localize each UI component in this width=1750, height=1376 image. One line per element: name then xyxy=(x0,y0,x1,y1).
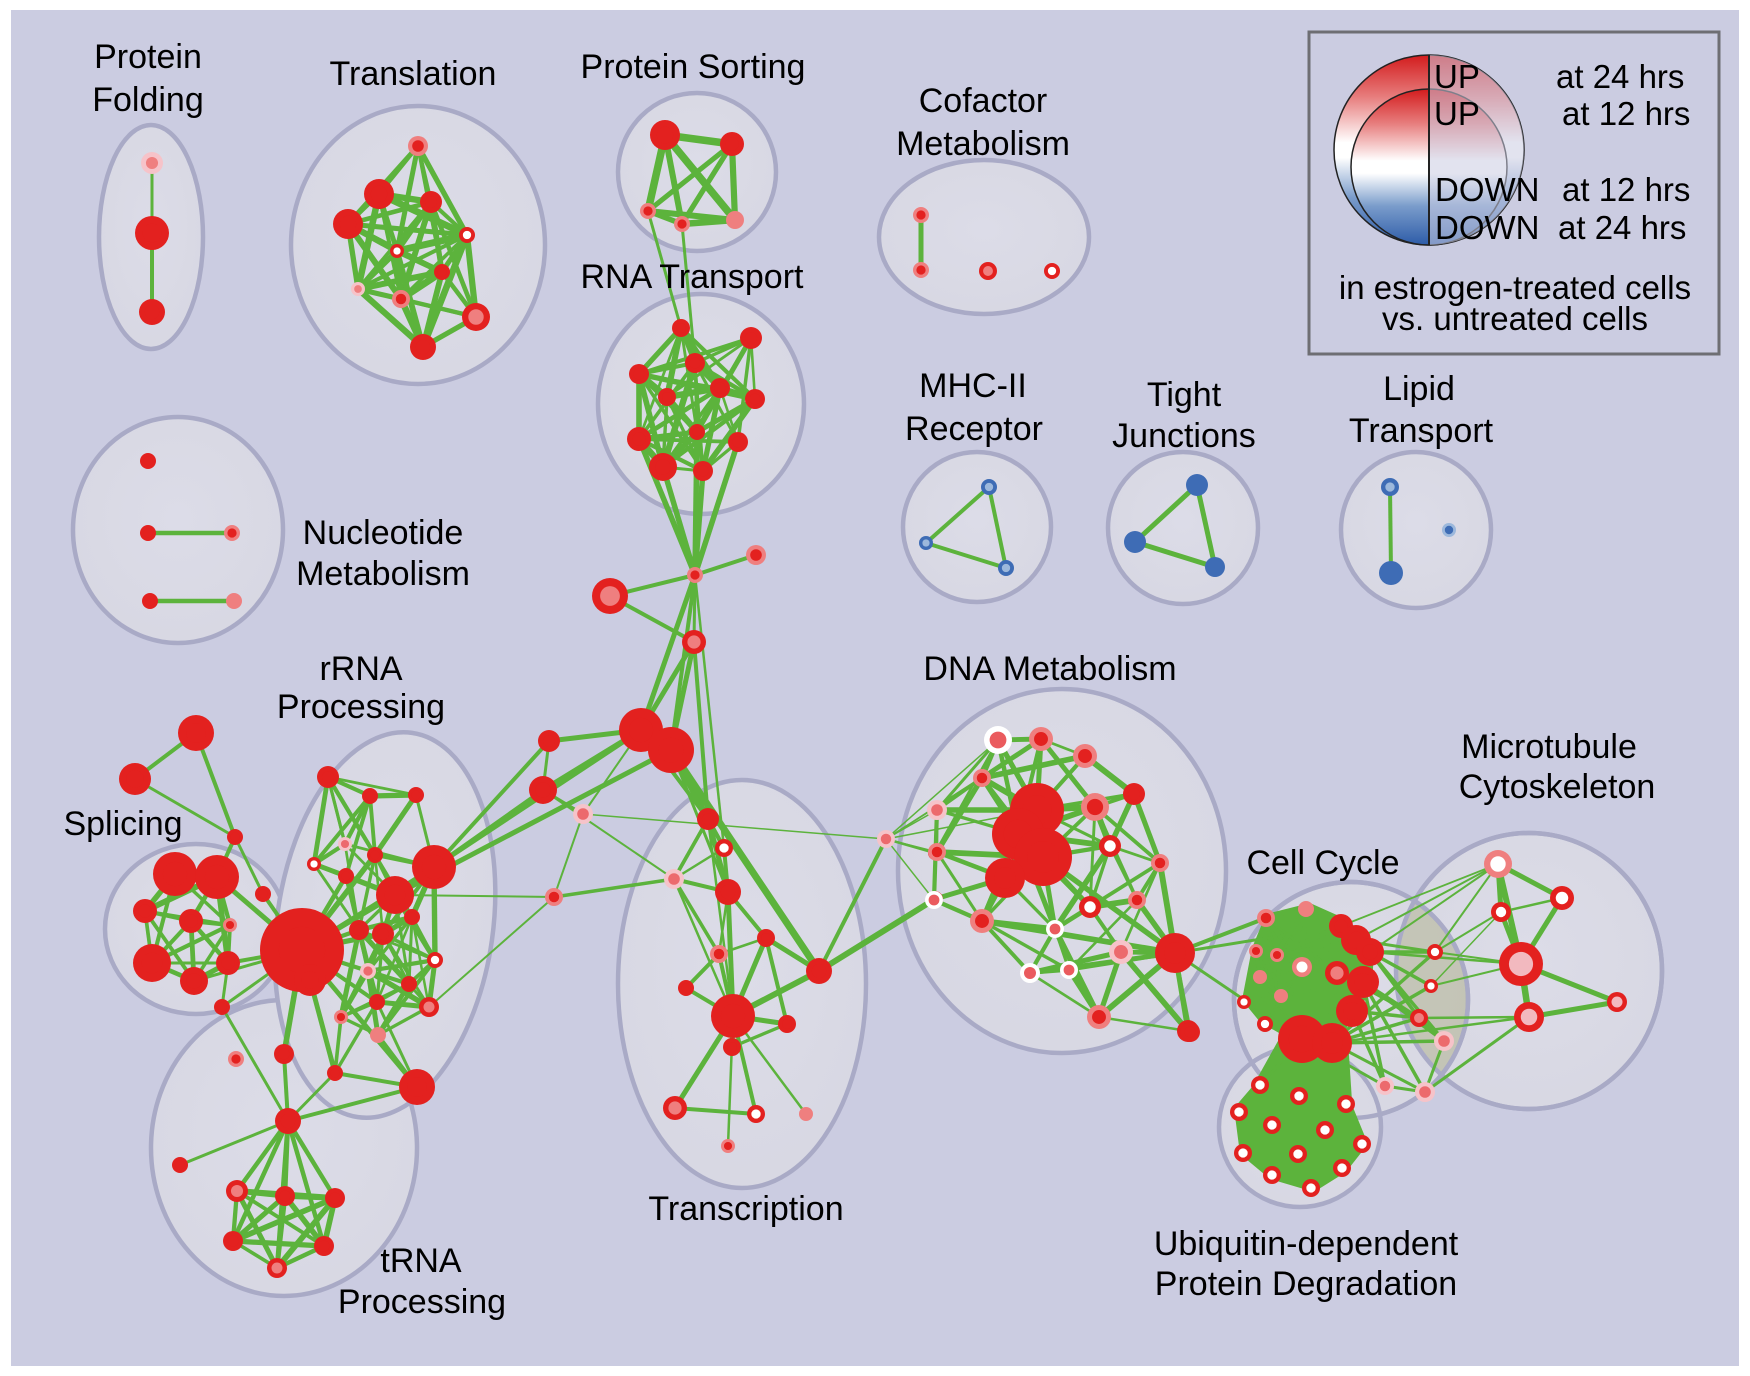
svg-text:Folding: Folding xyxy=(92,81,204,119)
svg-text:Cell Cycle: Cell Cycle xyxy=(1246,844,1399,882)
svg-text:Metabolism: Metabolism xyxy=(896,125,1070,163)
svg-text:Ubiquitin-dependent: Ubiquitin-dependent xyxy=(1154,1225,1459,1263)
svg-text:Translation: Translation xyxy=(330,55,497,93)
svg-text:Protein Degradation: Protein Degradation xyxy=(1155,1265,1457,1303)
svg-text:Protein Sorting: Protein Sorting xyxy=(581,48,806,86)
svg-text:in estrogen-treated cells: in estrogen-treated cells xyxy=(1339,269,1691,306)
svg-text:at 24 hrs: at 24 hrs xyxy=(1556,58,1684,95)
svg-text:DNA Metabolism: DNA Metabolism xyxy=(923,650,1176,688)
svg-text:tRNA: tRNA xyxy=(380,1242,462,1280)
svg-text:rRNA: rRNA xyxy=(319,650,402,688)
svg-text:RNA Transport: RNA Transport xyxy=(581,258,805,296)
svg-text:vs. untreated cells: vs. untreated cells xyxy=(1382,300,1648,337)
svg-text:Protein: Protein xyxy=(94,38,202,76)
svg-text:Cytoskeleton: Cytoskeleton xyxy=(1459,768,1656,806)
svg-text:DOWN: DOWN xyxy=(1435,209,1539,246)
svg-text:Processing: Processing xyxy=(277,688,445,726)
svg-text:Tight: Tight xyxy=(1147,376,1222,414)
svg-text:at 24 hrs: at 24 hrs xyxy=(1558,209,1686,246)
svg-text:MHC-II: MHC-II xyxy=(919,367,1027,405)
svg-text:at 12 hrs: at 12 hrs xyxy=(1562,95,1690,132)
svg-text:DOWN: DOWN xyxy=(1435,171,1539,208)
svg-text:Transcription: Transcription xyxy=(648,1190,843,1228)
svg-text:Junctions: Junctions xyxy=(1112,417,1256,455)
svg-text:Splicing: Splicing xyxy=(63,805,182,843)
svg-text:Processing: Processing xyxy=(338,1283,506,1321)
svg-text:Microtubule: Microtubule xyxy=(1461,728,1637,766)
svg-text:Cofactor: Cofactor xyxy=(919,82,1048,120)
svg-text:Receptor: Receptor xyxy=(905,410,1043,448)
svg-text:Lipid: Lipid xyxy=(1383,370,1455,408)
svg-text:Transport: Transport xyxy=(1349,412,1494,450)
svg-text:UP: UP xyxy=(1434,95,1480,132)
svg-text:Nucleotide: Nucleotide xyxy=(303,514,464,552)
svg-text:UP: UP xyxy=(1434,58,1480,95)
svg-text:at 12 hrs: at 12 hrs xyxy=(1562,171,1690,208)
svg-text:Metabolism: Metabolism xyxy=(296,555,470,593)
